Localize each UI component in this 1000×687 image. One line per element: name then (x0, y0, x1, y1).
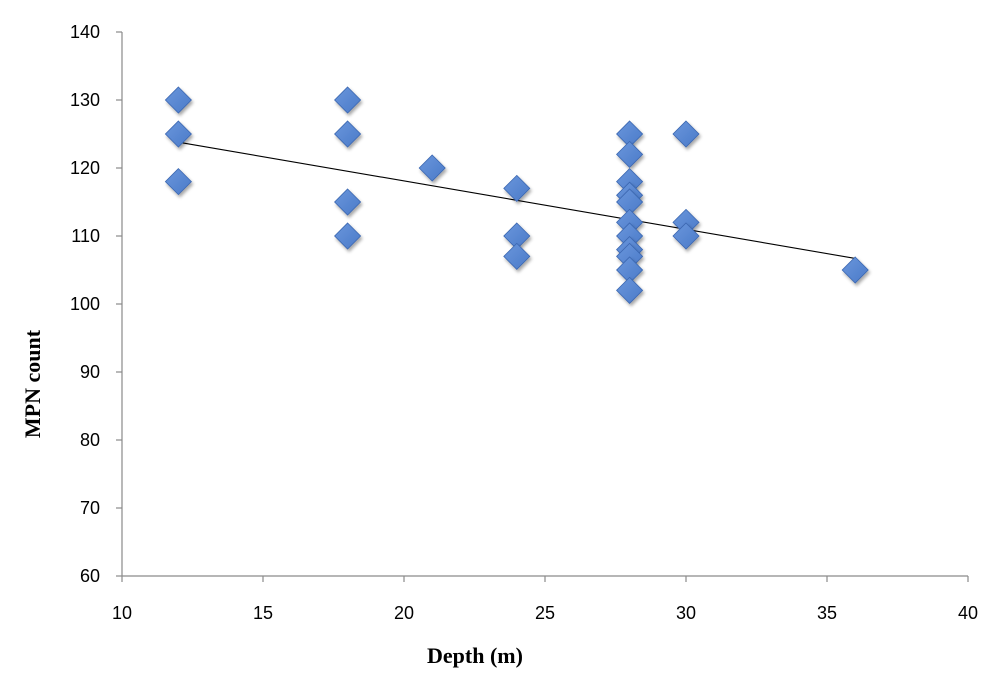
data-points (164, 86, 869, 304)
x-tick-label: 35 (817, 603, 837, 623)
data-point (672, 222, 700, 250)
y-axis-title: MPN count (20, 329, 45, 438)
y-tick-label: 90 (80, 362, 100, 382)
x-tick-label: 20 (394, 603, 414, 623)
axes (121, 32, 968, 577)
data-point (616, 276, 644, 304)
x-tick-label: 40 (958, 603, 978, 623)
data-point (164, 168, 192, 196)
y-tick-label: 100 (70, 294, 100, 314)
y-tick-label: 110 (71, 226, 100, 246)
data-point (334, 222, 362, 250)
x-ticks: 10 15 20 25 30 35 40 (112, 576, 978, 623)
x-tick-label: 30 (676, 603, 696, 623)
data-point (503, 242, 531, 270)
data-point (334, 188, 362, 216)
x-tick-label: 25 (535, 603, 555, 623)
y-tick-label: 140 (70, 22, 100, 42)
data-point (334, 86, 362, 114)
data-point (503, 174, 531, 202)
data-point (616, 140, 644, 168)
y-tick-label: 70 (80, 498, 100, 518)
x-axis-title: Depth (m) (427, 643, 523, 668)
x-tick-label: 15 (253, 603, 273, 623)
data-point (418, 154, 446, 182)
data-point (164, 86, 192, 114)
y-tick-label: 130 (70, 90, 100, 110)
y-tick-label: 120 (70, 158, 100, 178)
y-tick-label: 60 (80, 566, 100, 586)
x-tick-label: 10 (112, 603, 132, 623)
y-tick-label: 80 (80, 430, 100, 450)
data-point (164, 120, 192, 148)
data-point (334, 120, 362, 148)
y-ticks: 60 70 80 90 100 110 120 130 140 (70, 22, 122, 586)
data-point (672, 120, 700, 148)
data-point (841, 256, 869, 284)
